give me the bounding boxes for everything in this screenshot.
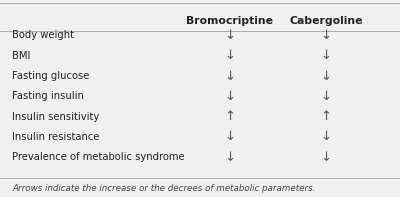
Text: ↓: ↓ — [224, 90, 236, 103]
Text: Insulin sensitivity: Insulin sensitivity — [12, 112, 99, 122]
Text: Body weight: Body weight — [12, 31, 74, 40]
Text: Arrows indicate the increase or the decrees of metabolic parameters.: Arrows indicate the increase or the decr… — [12, 184, 315, 193]
Text: ↑: ↑ — [224, 110, 236, 123]
Text: ↓: ↓ — [320, 70, 332, 83]
Text: Fasting insulin: Fasting insulin — [12, 91, 84, 101]
Text: Prevalence of metabolic syndrome: Prevalence of metabolic syndrome — [12, 152, 185, 162]
Text: ↓: ↓ — [320, 49, 332, 62]
Text: ↓: ↓ — [320, 151, 332, 164]
Text: Fasting glucose: Fasting glucose — [12, 71, 89, 81]
Text: Insulin resistance: Insulin resistance — [12, 132, 100, 142]
Text: BMI: BMI — [12, 51, 30, 61]
Text: ↓: ↓ — [224, 130, 236, 143]
Text: ↓: ↓ — [224, 70, 236, 83]
Text: ↓: ↓ — [320, 130, 332, 143]
Text: ↓: ↓ — [320, 90, 332, 103]
Text: ↓: ↓ — [224, 151, 236, 164]
Text: ↓: ↓ — [320, 29, 332, 42]
Text: ↓: ↓ — [224, 49, 236, 62]
Text: ↑: ↑ — [320, 110, 332, 123]
Text: Cabergoline: Cabergoline — [289, 16, 363, 26]
Text: ↓: ↓ — [224, 29, 236, 42]
Text: Bromocriptine: Bromocriptine — [186, 16, 274, 26]
